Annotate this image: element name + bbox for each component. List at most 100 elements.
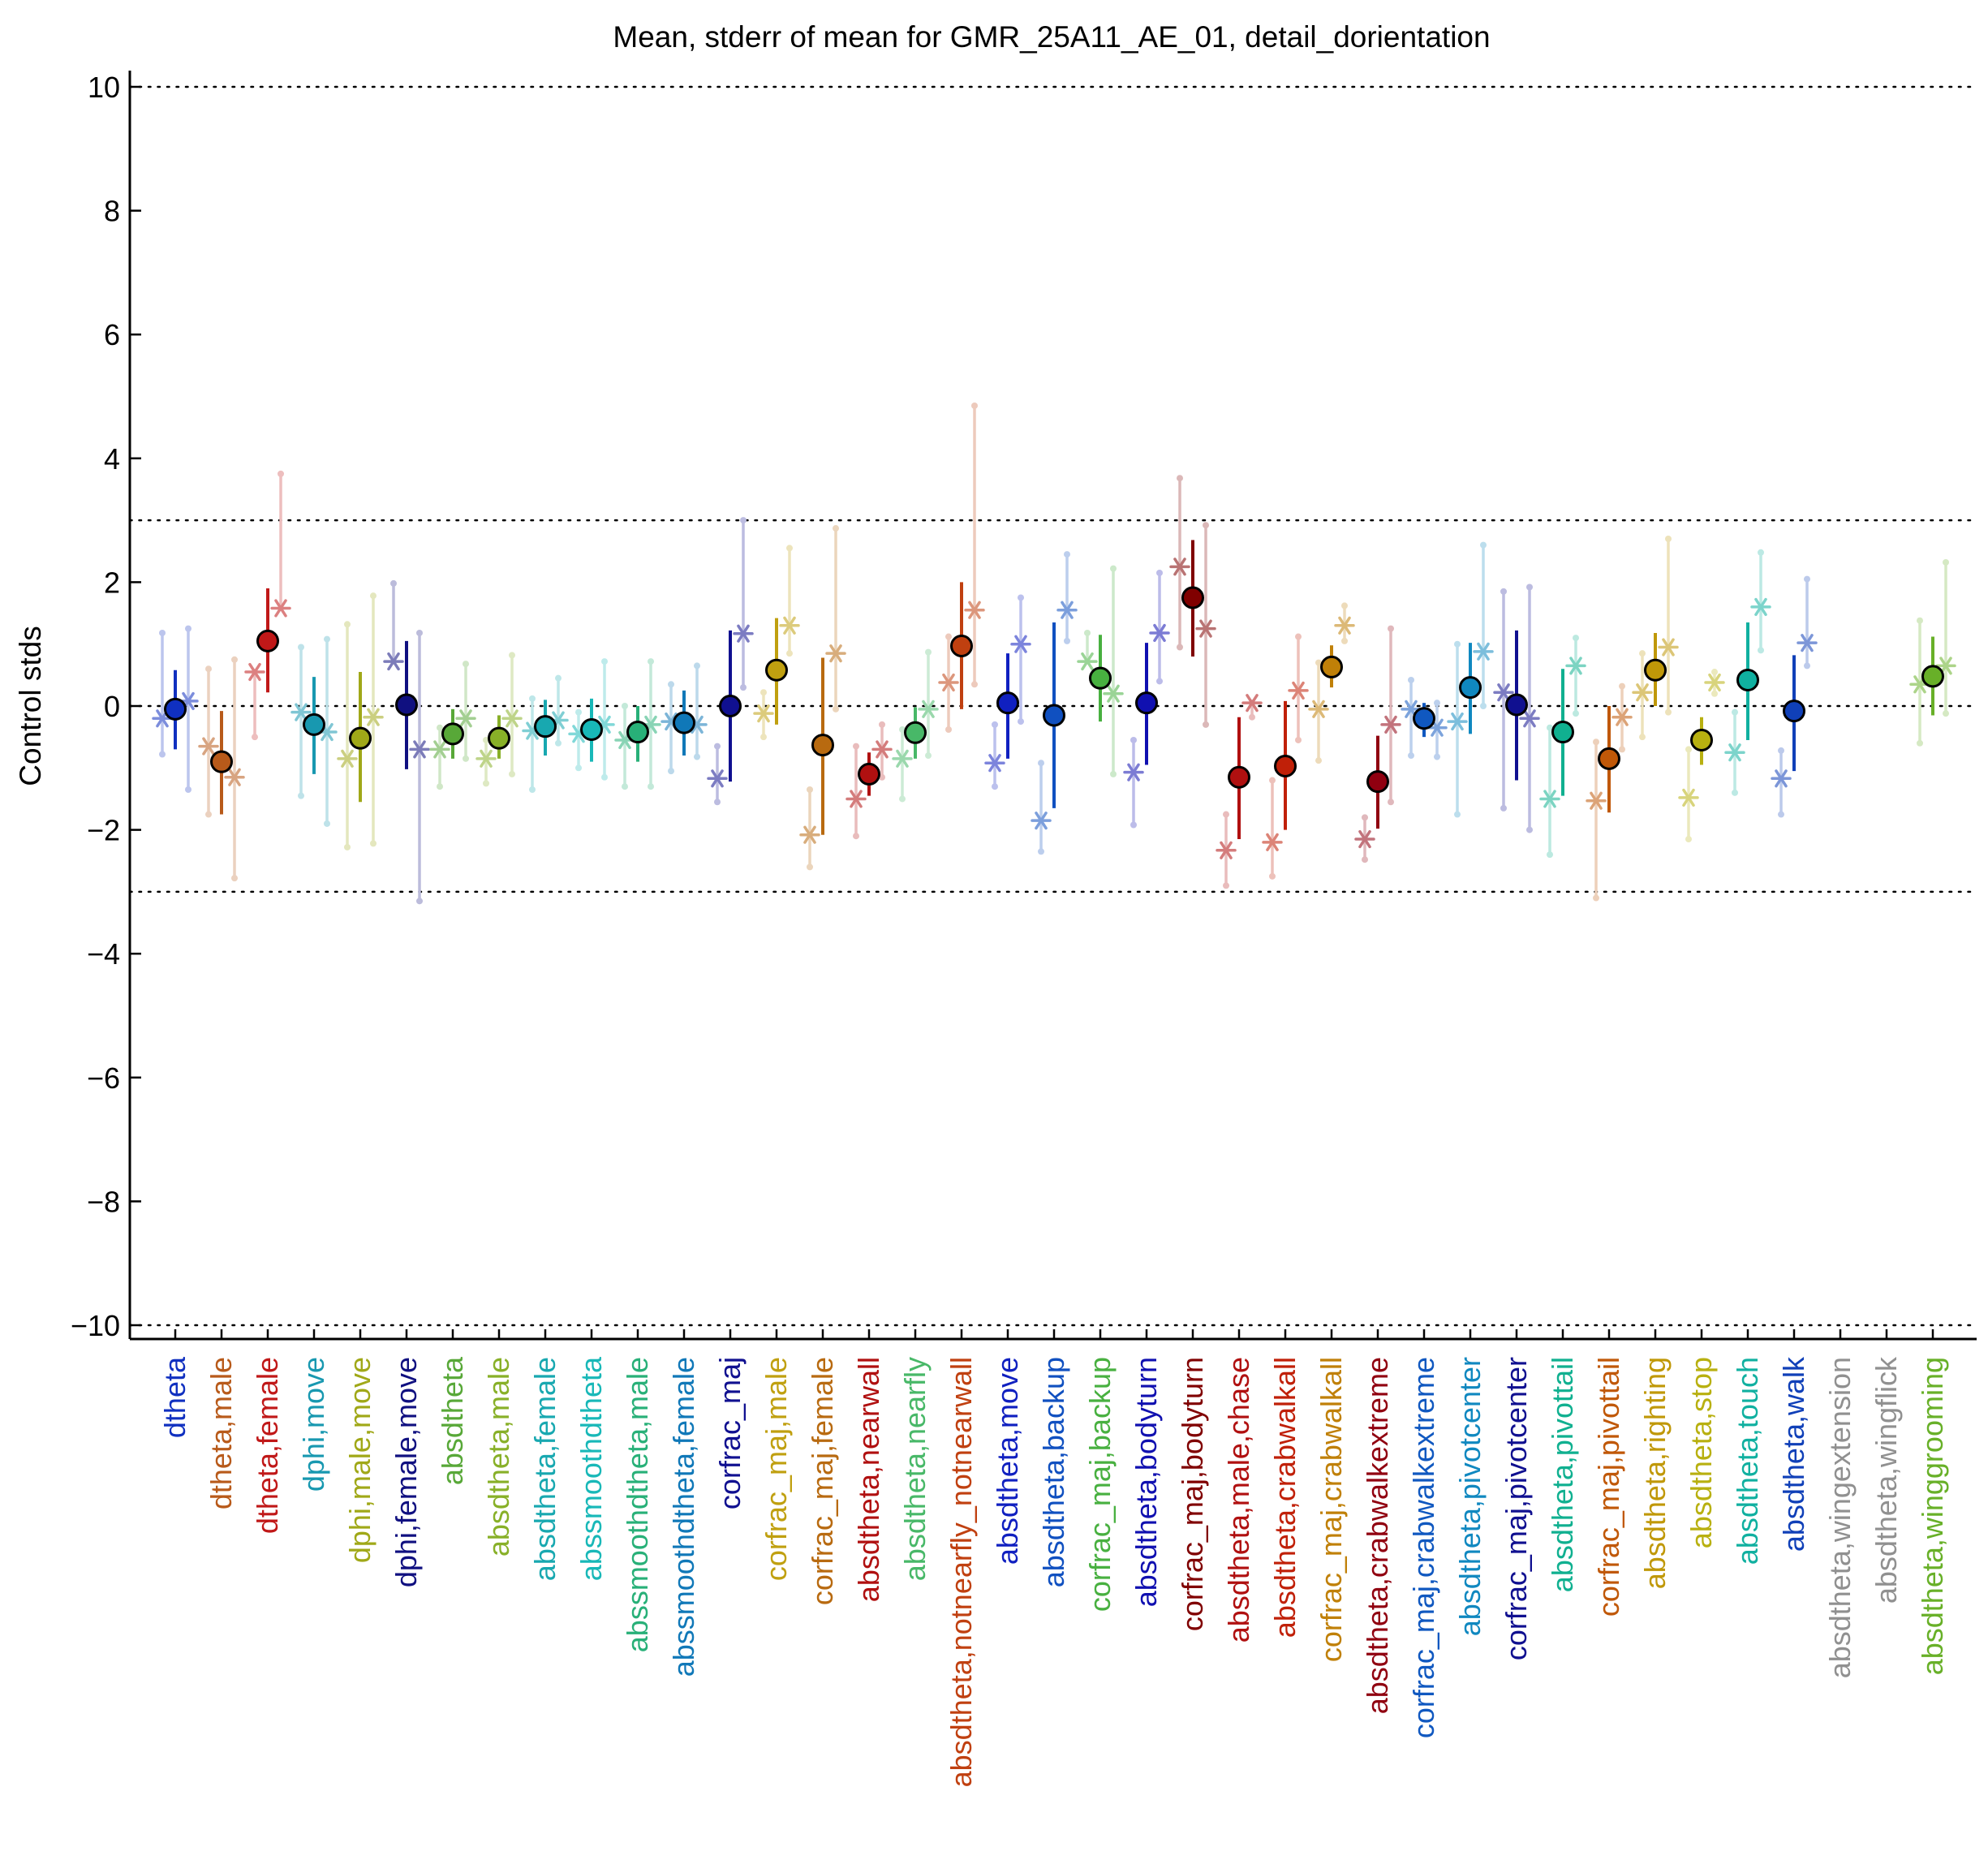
error-cap-right — [1758, 549, 1764, 556]
point-mean — [256, 629, 279, 652]
asterisk-stroke — [506, 709, 519, 728]
error-cap-left — [1917, 617, 1923, 624]
x-tick-label: dphi,male,move — [343, 1357, 377, 1563]
error-cap-right — [1943, 558, 1949, 566]
category-group — [1632, 535, 1679, 741]
point-left — [1493, 683, 1514, 702]
x-tick-label: absdtheta,wingextension — [1823, 1357, 1857, 1678]
error-cap-right — [1156, 569, 1163, 576]
point-mean — [1736, 668, 1759, 691]
point-right — [871, 740, 893, 759]
asterisk-stroke — [480, 749, 493, 768]
error-cap-left — [899, 795, 906, 803]
asterisk-stroke — [413, 740, 426, 759]
y-tick-label: −8 — [87, 1185, 120, 1218]
point-right — [1473, 642, 1494, 661]
error-cap-left — [1408, 676, 1414, 683]
point-mean — [1135, 691, 1158, 715]
error-cap-right — [185, 786, 191, 794]
error-cap-left — [1130, 821, 1137, 829]
error-cap-left — [298, 792, 304, 799]
error-cap-left — [1500, 804, 1507, 812]
error-cap-right — [601, 773, 608, 781]
asterisk-stroke — [876, 740, 889, 759]
error-cap-left — [1500, 588, 1507, 595]
point-left — [1169, 558, 1190, 576]
category-group — [475, 652, 523, 787]
point-mean — [534, 715, 557, 738]
category-group — [1354, 625, 1401, 863]
x-tick-label: dphi,female,move — [389, 1357, 423, 1587]
point-mean — [1690, 728, 1713, 751]
x-tick-label: absdtheta,stop — [1685, 1357, 1718, 1548]
x-tick-label: absdtheta,pivottail — [1546, 1357, 1579, 1592]
asterisk-stroke — [737, 624, 750, 643]
point-mean — [164, 697, 187, 721]
asterisk-stroke — [1107, 684, 1120, 703]
asterisk-stroke — [1451, 712, 1464, 731]
error-cap-left — [1732, 789, 1738, 796]
point-right — [825, 644, 846, 663]
point-mean — [441, 722, 464, 746]
asterisk-stroke — [829, 644, 842, 663]
asterisk-stroke — [1590, 791, 1603, 810]
error-cap-left — [1454, 640, 1461, 648]
point-left — [1632, 683, 1653, 702]
category-group — [152, 625, 199, 794]
error-cap-right — [1388, 625, 1394, 632]
error-cap-left — [622, 783, 628, 790]
point-mean — [719, 695, 742, 717]
category-group — [1771, 575, 1818, 818]
error-cap-left — [668, 768, 674, 775]
x-tick-label: absdtheta,nearwall — [852, 1357, 885, 1602]
error-cap-right — [231, 875, 238, 882]
error-cap-right — [509, 770, 515, 777]
asterisk-stroke — [1569, 657, 1582, 675]
category-group — [984, 594, 1031, 790]
y-tick-label: −2 — [87, 814, 120, 847]
point-right — [1056, 601, 1078, 619]
error-cap-left — [714, 799, 721, 806]
error-cap-left — [1315, 659, 1322, 666]
point-right — [1519, 709, 1540, 728]
error-cap-left — [1084, 629, 1091, 636]
error-cap-right — [1018, 718, 1024, 725]
x-tick-label: dtheta,female — [251, 1357, 284, 1534]
error-cap-right — [740, 517, 747, 524]
point-right — [779, 616, 800, 635]
y-tick-label: 4 — [104, 442, 120, 476]
category-group — [337, 592, 384, 850]
asterisk-stroke — [1035, 812, 1048, 830]
point-right — [363, 708, 384, 726]
point-left — [337, 749, 358, 768]
y-tick-label: −6 — [87, 1061, 120, 1095]
error-cap-right — [416, 898, 423, 905]
point-right — [1334, 616, 1355, 635]
asterisk-stroke — [1266, 833, 1279, 851]
asterisk-stroke — [1775, 769, 1788, 788]
error-cap-right — [1480, 703, 1487, 709]
error-cap-left — [853, 743, 859, 750]
point-left — [1031, 812, 1052, 830]
point-mean — [858, 762, 880, 786]
asterisk-stroke — [1358, 829, 1371, 849]
asterisk-stroke — [1708, 673, 1721, 692]
error-cap-right — [1665, 535, 1672, 542]
point-left — [846, 790, 867, 808]
point-left — [1724, 743, 1745, 762]
error-cap-left — [483, 736, 489, 743]
point-mean — [811, 734, 834, 757]
point-right — [1750, 597, 1771, 617]
asterisk-stroke — [1081, 652, 1094, 671]
error-cap-right — [278, 470, 284, 477]
x-tick-label: absdtheta,crabwalkextreme — [1361, 1357, 1394, 1714]
point-mean — [488, 726, 510, 750]
asterisk-stroke — [1754, 597, 1767, 617]
error-cap-right — [1249, 713, 1255, 721]
error-cap-right — [185, 625, 191, 632]
error-cap-right — [370, 840, 377, 847]
asterisk-stroke — [1431, 718, 1444, 737]
error-cap-left — [1269, 777, 1276, 784]
point-left — [1262, 833, 1283, 851]
error-cap-left — [1778, 811, 1784, 818]
